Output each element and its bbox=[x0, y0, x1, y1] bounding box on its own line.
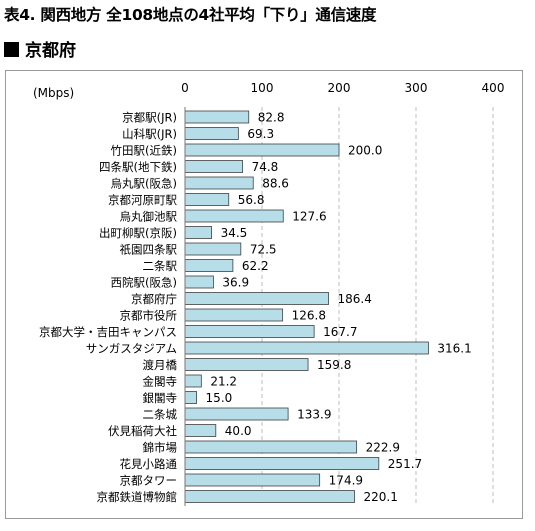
value-label: 15.0 bbox=[206, 391, 233, 405]
chart-title: 表4. 関西地方 全108地点の4社平均「下り」通信速度 bbox=[4, 6, 377, 24]
bar bbox=[184, 424, 217, 437]
category-label: 京都タワー bbox=[120, 474, 178, 488]
value-label: 316.1 bbox=[437, 342, 471, 356]
category-label: 京都鉄道博物館 bbox=[97, 490, 178, 504]
category-label: 錦市場 bbox=[143, 441, 178, 455]
value-label: 133.9 bbox=[297, 408, 331, 422]
bar bbox=[184, 391, 197, 404]
value-label: 127.6 bbox=[292, 210, 326, 224]
bar bbox=[184, 325, 315, 338]
bar bbox=[184, 209, 284, 223]
bar bbox=[184, 275, 214, 289]
bar bbox=[184, 160, 243, 173]
value-label: 82.8 bbox=[258, 111, 285, 125]
bar bbox=[184, 292, 329, 305]
category-label: 二条駅 bbox=[143, 259, 178, 273]
section-heading: 京都府 bbox=[4, 36, 76, 61]
bar bbox=[184, 226, 212, 239]
value-label: 186.4 bbox=[338, 292, 372, 306]
value-label: 220.1 bbox=[363, 490, 397, 504]
category-label: 京都河原町駅 bbox=[108, 193, 177, 207]
category-label: 祇園四条駅 bbox=[120, 243, 178, 257]
unit-label: (Mbps) bbox=[33, 86, 74, 100]
category-label: 銀閣寺 bbox=[143, 391, 178, 405]
bar bbox=[184, 341, 429, 355]
category-label: 出町柳駅(京阪) bbox=[99, 226, 177, 240]
value-label: 36.9 bbox=[222, 276, 249, 290]
value-label: 167.7 bbox=[323, 325, 357, 339]
bar bbox=[184, 110, 250, 124]
category-label: 烏丸駅(阪急) bbox=[111, 177, 177, 191]
bar bbox=[184, 193, 230, 206]
category-label: 伏見稲荷大社 bbox=[108, 424, 177, 438]
value-label: 174.9 bbox=[329, 474, 363, 488]
value-label: 62.2 bbox=[242, 259, 269, 273]
value-label: 72.5 bbox=[250, 243, 277, 257]
value-label: 21.2 bbox=[210, 375, 237, 389]
bar bbox=[184, 143, 340, 157]
category-label: 西院駅(阪急) bbox=[111, 276, 177, 290]
section-heading-label: 京都府 bbox=[25, 41, 76, 61]
value-label: 74.8 bbox=[252, 160, 279, 174]
value-label: 126.8 bbox=[292, 309, 326, 323]
value-label: 34.5 bbox=[221, 226, 248, 240]
category-label: サンガスタジアム bbox=[86, 342, 177, 356]
bar bbox=[184, 358, 309, 371]
category-label: 烏丸御池駅 bbox=[120, 210, 178, 224]
bar bbox=[184, 490, 355, 503]
bar bbox=[184, 259, 234, 272]
category-label: 四条駅(地下鉄) bbox=[99, 160, 177, 174]
category-label: 京都駅(JR) bbox=[122, 111, 177, 125]
value-label: 222.9 bbox=[366, 441, 400, 455]
chart-frame bbox=[5, 70, 523, 519]
square-bullet-icon bbox=[4, 42, 19, 57]
bar bbox=[184, 374, 202, 388]
category-label: 渡月橋 bbox=[143, 358, 178, 372]
tick-label: 400 bbox=[482, 81, 505, 95]
value-label: 251.7 bbox=[388, 457, 422, 471]
tick-label: 200 bbox=[328, 81, 351, 95]
value-label: 40.0 bbox=[225, 424, 252, 438]
value-label: 88.6 bbox=[262, 177, 289, 191]
bar bbox=[184, 407, 289, 421]
bar bbox=[184, 440, 358, 454]
category-label: 二条城 bbox=[143, 408, 178, 422]
bar bbox=[184, 176, 254, 190]
value-label: 56.8 bbox=[238, 193, 265, 207]
bar bbox=[184, 242, 242, 256]
value-label: 69.3 bbox=[247, 127, 274, 141]
category-label: 京都大学・吉田キャンパス bbox=[39, 325, 177, 339]
category-label: 竹田駅(近鉄) bbox=[111, 144, 177, 158]
category-label: 京都府庁 bbox=[131, 292, 177, 306]
value-label: 159.8 bbox=[317, 358, 351, 372]
category-label: 京都市役所 bbox=[120, 309, 178, 323]
bar bbox=[184, 473, 321, 487]
bar bbox=[184, 308, 284, 322]
bar bbox=[184, 457, 380, 470]
tick-label: 0 bbox=[181, 81, 189, 95]
tick-label: 300 bbox=[405, 81, 428, 95]
value-label: 200.0 bbox=[348, 144, 382, 158]
category-label: 花見小路通 bbox=[120, 457, 178, 471]
category-label: 金閣寺 bbox=[143, 375, 178, 389]
category-label: 山科駅(JR) bbox=[122, 127, 177, 141]
bar bbox=[184, 127, 239, 140]
tick-label: 100 bbox=[251, 81, 274, 95]
